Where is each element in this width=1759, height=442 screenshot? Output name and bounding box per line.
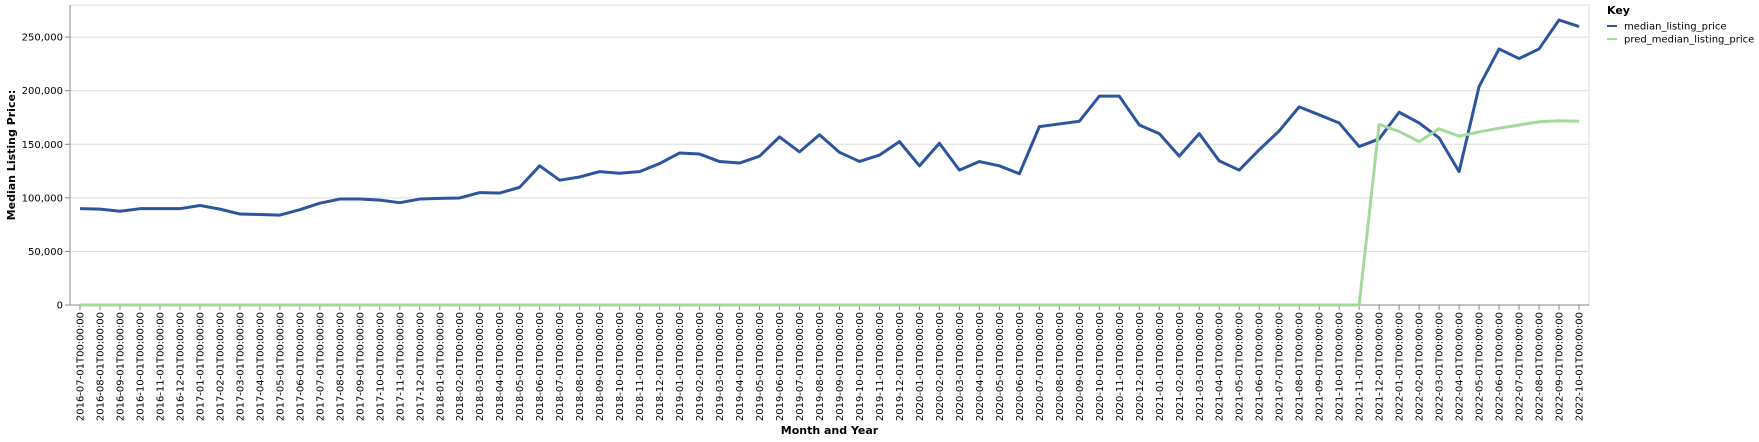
x-tick-label: 2019-12-01T00:00:00 <box>895 312 906 421</box>
x-tick-label: 2021-04-01T00:00:00 <box>1215 312 1226 421</box>
legend-label: pred_median_listing_price <box>1624 35 1754 46</box>
x-tick-label: 2019-08-01T00:00:00 <box>815 312 826 421</box>
x-tick-label: 2018-04-01T00:00:00 <box>495 312 506 421</box>
x-tick-label: 2018-09-01T00:00:00 <box>595 312 606 421</box>
x-tick-label: 2017-06-01T00:00:00 <box>295 312 306 421</box>
plot-area <box>69 4 1590 306</box>
legend: Key median_listing_price pred_median_list… <box>1607 4 1754 46</box>
y-tick-label: 200,000 <box>22 86 63 97</box>
y-tick-label: 150,000 <box>22 140 63 151</box>
x-tick-label: 2021-07-01T00:00:00 <box>1275 312 1286 421</box>
x-tick-label: 2020-04-01T00:00:00 <box>975 312 986 421</box>
x-tick-label: 2020-06-01T00:00:00 <box>1015 312 1026 421</box>
x-tick-label: 2016-10-01T00:00:00 <box>135 312 146 421</box>
series-line-pred_median_listing_price <box>79 119 1580 307</box>
x-tick-label: 2018-10-01T00:00:00 <box>615 312 626 421</box>
x-tick-label: 2016-07-01T00:00:00 <box>75 312 86 421</box>
x-tick-label: 2019-04-01T00:00:00 <box>735 312 746 421</box>
x-tick-label: 2019-01-01T00:00:00 <box>675 312 686 421</box>
x-tick-label: 2017-09-01T00:00:00 <box>355 312 366 421</box>
x-tick-label: 2020-05-01T00:00:00 <box>995 312 1006 421</box>
x-tick-label: 2021-02-01T00:00:00 <box>1175 312 1186 421</box>
x-tick-label: 2020-03-01T00:00:00 <box>955 312 966 421</box>
x-tick-label: 2020-07-01T00:00:00 <box>1035 312 1046 421</box>
x-tick-label: 2021-10-01T00:00:00 <box>1335 312 1346 421</box>
x-tick-label: 2018-07-01T00:00:00 <box>555 312 566 421</box>
x-tick-label: 2019-05-01T00:00:00 <box>755 312 766 421</box>
x-tick-label: 2022-06-01T00:00:00 <box>1495 312 1506 421</box>
x-tick-label: 2018-08-01T00:00:00 <box>575 312 586 421</box>
x-tick-label: 2020-09-01T00:00:00 <box>1075 312 1086 421</box>
x-tick-label: 2020-10-01T00:00:00 <box>1095 312 1106 421</box>
x-tick-label: 2020-08-01T00:00:00 <box>1055 312 1066 421</box>
x-tick-label: 2017-11-01T00:00:00 <box>395 312 406 421</box>
x-tick-label: 2016-12-01T00:00:00 <box>175 312 186 421</box>
x-tick-label: 2021-08-01T00:00:00 <box>1295 312 1306 421</box>
y-gridlines <box>70 36 1589 306</box>
x-tick-label: 2019-02-01T00:00:00 <box>695 312 706 421</box>
x-tick-label: 2022-10-01T00:00:00 <box>1575 312 1586 421</box>
x-tick-label: 2022-07-01T00:00:00 <box>1515 312 1526 421</box>
y-tick-label: 250,000 <box>22 33 63 44</box>
x-tick-label: 2018-11-01T00:00:00 <box>635 312 646 421</box>
y-tick-label: 0 <box>57 301 63 312</box>
x-tick-label: 2020-02-01T00:00:00 <box>935 312 946 421</box>
y-axis-title: Median Listing Price: <box>5 90 18 221</box>
x-tick-label: 2016-08-01T00:00:00 <box>95 312 106 421</box>
x-tick-label: 2021-05-01T00:00:00 <box>1235 312 1246 421</box>
x-tick-label: 2021-01-01T00:00:00 <box>1155 312 1166 421</box>
x-tick-label: 2018-06-01T00:00:00 <box>535 312 546 421</box>
x-tick-label: 2017-10-01T00:00:00 <box>375 312 386 421</box>
x-tick-label: 2021-12-01T00:00:00 <box>1375 312 1386 421</box>
x-tick-label: 2022-08-01T00:00:00 <box>1535 312 1546 421</box>
x-tick-label: 2021-03-01T00:00:00 <box>1195 312 1206 421</box>
x-tick-label: 2016-11-01T00:00:00 <box>155 312 166 421</box>
x-tick-label: 2020-01-01T00:00:00 <box>915 312 926 421</box>
x-tick-label: 2022-02-01T00:00:00 <box>1415 312 1426 421</box>
x-tick-label: 2017-03-01T00:00:00 <box>235 312 246 421</box>
x-tick-label: 2019-03-01T00:00:00 <box>715 312 726 421</box>
x-tick-label: 2017-08-01T00:00:00 <box>335 312 346 421</box>
x-tick-label: 2018-01-01T00:00:00 <box>435 312 446 421</box>
x-tick-label: 2017-02-01T00:00:00 <box>215 312 226 421</box>
x-tick-label: 2021-11-01T00:00:00 <box>1355 312 1366 421</box>
x-tick-label: 2020-12-01T00:00:00 <box>1135 312 1146 421</box>
x-tick-label: 2017-07-01T00:00:00 <box>315 312 326 421</box>
x-tick-label: 2021-06-01T00:00:00 <box>1255 312 1266 421</box>
x-tick-label: 2017-05-01T00:00:00 <box>275 312 286 421</box>
x-tick-label: 2017-04-01T00:00:00 <box>255 312 266 421</box>
x-tick-label: 2019-11-01T00:00:00 <box>875 312 886 421</box>
x-tick-label: 2018-02-01T00:00:00 <box>455 312 466 421</box>
y-tick-label: 50,000 <box>28 247 63 258</box>
legend-title: Key <box>1607 4 1630 17</box>
x-tick-label: 2019-06-01T00:00:00 <box>775 312 786 421</box>
x-tick-label: 2020-11-01T00:00:00 <box>1115 312 1126 421</box>
series-layer <box>79 18 1580 307</box>
x-tick-label: 2022-01-01T00:00:00 <box>1395 312 1406 421</box>
legend-label: median_listing_price <box>1624 22 1727 33</box>
x-tick-label: 2018-12-01T00:00:00 <box>655 312 666 421</box>
x-tick-label: 2022-09-01T00:00:00 <box>1555 312 1566 421</box>
x-axis: 2016-07-01T00:00:00 2016-08-01T00:00:00 20… <box>70 304 1589 421</box>
x-tick-label: 2022-05-01T00:00:00 <box>1475 312 1486 421</box>
series-line-median_listing_price <box>79 18 1580 217</box>
x-tick-label: 2018-03-01T00:00:00 <box>475 312 486 421</box>
x-tick-label: 2022-04-01T00:00:00 <box>1455 312 1466 421</box>
x-tick-label: 2018-05-01T00:00:00 <box>515 312 526 421</box>
x-tick-label: 2021-09-01T00:00:00 <box>1315 312 1326 421</box>
x-tick-label: 2022-03-01T00:00:00 <box>1435 312 1446 421</box>
x-tick-label: 2017-12-01T00:00:00 <box>415 312 426 421</box>
x-tick-label: 2019-10-01T00:00:00 <box>855 312 866 421</box>
x-tick-label: 2019-09-01T00:00:00 <box>835 312 846 421</box>
y-axis: 0 50,000 100,000 150,000 200,000 250,000 <box>22 5 71 312</box>
x-axis-title: Month and Year <box>781 424 879 437</box>
y-tick-label: 100,000 <box>22 193 63 204</box>
x-tick-label: 2017-01-01T00:00:00 <box>195 312 206 421</box>
x-tick-label: 2016-09-01T00:00:00 <box>115 312 126 421</box>
x-tick-label: 2019-07-01T00:00:00 <box>795 312 806 421</box>
